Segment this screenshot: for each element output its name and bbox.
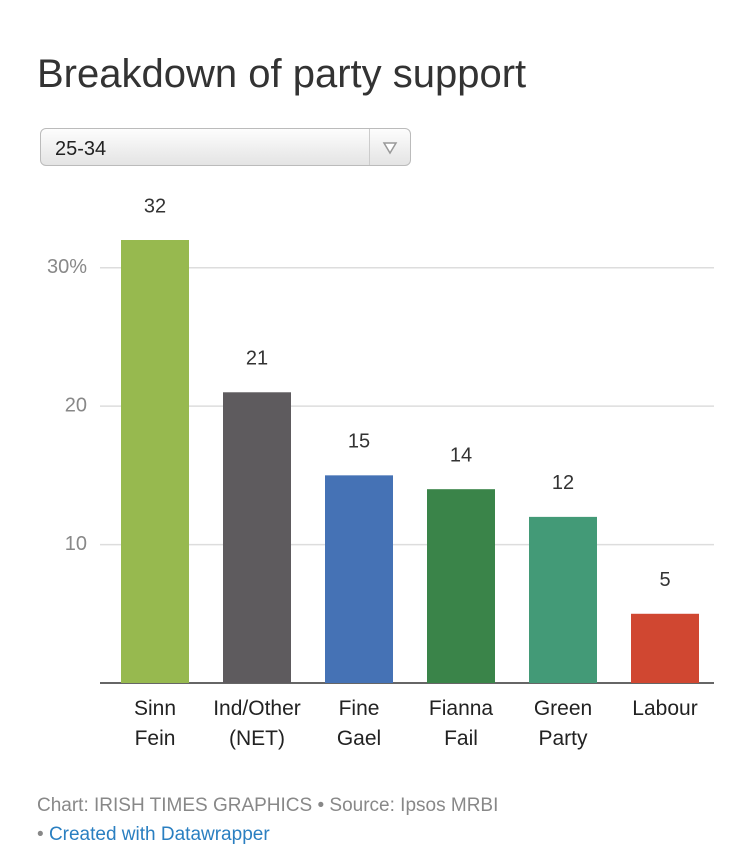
x-tick-label: Labour	[632, 697, 698, 720]
bar	[223, 392, 291, 683]
dropdown[interactable]: 25-34	[40, 128, 411, 166]
value-label: 15	[348, 431, 370, 453]
footer-source: Chart: IRISH TIMES GRAPHICS • Source: Ip…	[37, 795, 499, 816]
x-tick-label: Sinn Fein	[133, 697, 177, 750]
x-tick-label: Ind/Other (NET)	[213, 697, 301, 750]
bar	[631, 613, 699, 683]
value-label: 21	[246, 348, 268, 370]
x-tick-label: Fianna Fail	[428, 697, 494, 750]
dropdown-arrow[interactable]	[369, 129, 410, 165]
y-tick-label: 30%	[47, 256, 87, 278]
bar	[427, 489, 495, 683]
value-label: 14	[450, 444, 472, 466]
value-label: 32	[144, 195, 166, 217]
footer-separator: •	[37, 824, 44, 845]
x-tick-label: Fine Gael	[336, 697, 382, 750]
dropdown-value[interactable]: 25-34	[55, 138, 107, 160]
x-tick-label: Green Party	[533, 697, 593, 750]
bar	[121, 240, 189, 683]
y-tick-label: 10	[65, 533, 87, 555]
footer-credit: • Created with Datawrapper	[37, 824, 270, 846]
value-label: 5	[659, 569, 670, 591]
arrow-icon	[382, 142, 398, 155]
y-tick-label: 20	[65, 394, 87, 416]
bar	[325, 475, 393, 683]
chart-title: Breakdown of party support	[37, 52, 527, 96]
bar	[529, 516, 597, 683]
datawrapper-link[interactable]: Created with Datawrapper	[48, 824, 270, 845]
value-label: 12	[552, 472, 574, 494]
